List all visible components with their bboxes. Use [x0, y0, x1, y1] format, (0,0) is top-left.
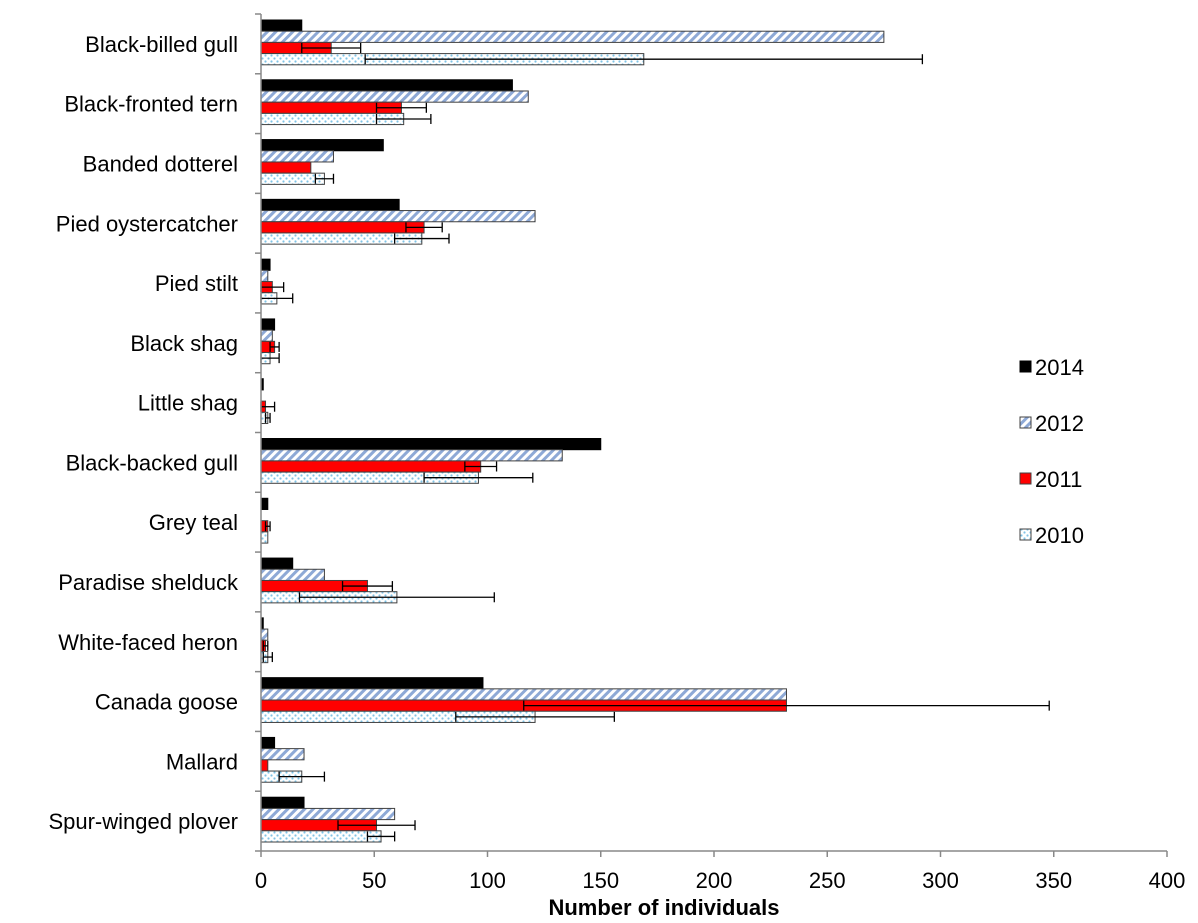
- y-tick-label: Black shag: [130, 331, 238, 356]
- plot-area: [260, 19, 1050, 843]
- x-tick-label: 400: [1149, 868, 1186, 893]
- x-tick-label: 100: [469, 868, 506, 893]
- x-tick-label: 250: [809, 868, 846, 893]
- bar-2012-1: [260, 30, 885, 43]
- y-tick-label: Spur-winged plover: [48, 809, 238, 834]
- bar-2010-14: [260, 830, 382, 843]
- y-tick-label: Banded dotterel: [83, 151, 238, 176]
- bar-2014-10: [260, 557, 294, 570]
- bar-2012-14: [260, 807, 396, 821]
- legend-label-2010: 2010: [1035, 523, 1084, 548]
- x-tick-label: 200: [696, 868, 733, 893]
- y-tick-label: Grey teal: [149, 510, 238, 535]
- x-axis-title: Number of individuals: [548, 895, 779, 920]
- bar-2012-8: [260, 449, 563, 462]
- bar-2014-13: [260, 736, 276, 750]
- legend-swatch-2012: [1019, 416, 1032, 429]
- y-tick-label: Black-fronted tern: [64, 92, 238, 117]
- x-tick-label: 350: [1035, 868, 1072, 893]
- legend: 2014 2012 2011 2010: [1019, 355, 1084, 548]
- legend-swatch-2011: [1019, 472, 1032, 485]
- bar-2011-8: [260, 460, 482, 473]
- y-tick-label: Little shag: [138, 391, 238, 416]
- bar-2012-13: [260, 748, 305, 761]
- x-tick-label: 150: [582, 868, 619, 893]
- x-tick-label: 50: [362, 868, 386, 893]
- bar-2012-12: [260, 688, 787, 701]
- axes: Black-billed gull Black-fronted tern Bande…: [48, 13, 1186, 893]
- bar-2014-6: [260, 318, 276, 331]
- bar-2014-8: [260, 438, 602, 451]
- bar-2011-13: [260, 759, 269, 772]
- bar-2014-2: [260, 79, 513, 92]
- y-tick-label: White-faced heron: [58, 630, 238, 655]
- bar-2014-9: [260, 497, 269, 510]
- y-tick-label: Canada goose: [95, 690, 238, 715]
- y-tick-label: Mallard: [166, 749, 238, 774]
- legend-label-2014: 2014: [1035, 355, 1084, 380]
- y-tick-label: Paradise shelduck: [58, 570, 239, 595]
- bar-2014-3: [260, 139, 384, 152]
- legend-swatch-2014: [1019, 360, 1032, 373]
- bar-2014-1: [260, 19, 303, 32]
- x-tick-label: 0: [255, 868, 267, 893]
- bar-2014-14: [260, 796, 305, 809]
- bar-2012-4: [260, 210, 536, 223]
- bar-2014-5: [260, 258, 271, 271]
- bar-2010-9: [260, 531, 269, 544]
- y-tick-label: Black-billed gull: [85, 32, 238, 57]
- bar-2012-3: [260, 150, 334, 163]
- bar-2012-11: [260, 628, 269, 641]
- legend-swatch-2010: [1019, 528, 1032, 541]
- bar-2012-5: [260, 269, 269, 283]
- y-tick-label: Pied oystercatcher: [56, 211, 238, 236]
- bar-2012-6: [260, 329, 273, 342]
- bar-2012-10: [260, 568, 325, 581]
- y-tick-label: Pied stilt: [155, 271, 238, 296]
- bar-2012-2: [260, 90, 529, 103]
- bar-2011-3: [260, 161, 312, 174]
- legend-label-2011: 2011: [1035, 467, 1082, 492]
- bar-2014-4: [260, 198, 400, 212]
- x-tick-label: 300: [922, 868, 959, 893]
- legend-label-2012: 2012: [1035, 411, 1084, 436]
- bar-2011-4: [260, 221, 425, 234]
- bar-2014-12: [260, 677, 484, 690]
- y-tick-label: Black-backed gull: [66, 450, 238, 475]
